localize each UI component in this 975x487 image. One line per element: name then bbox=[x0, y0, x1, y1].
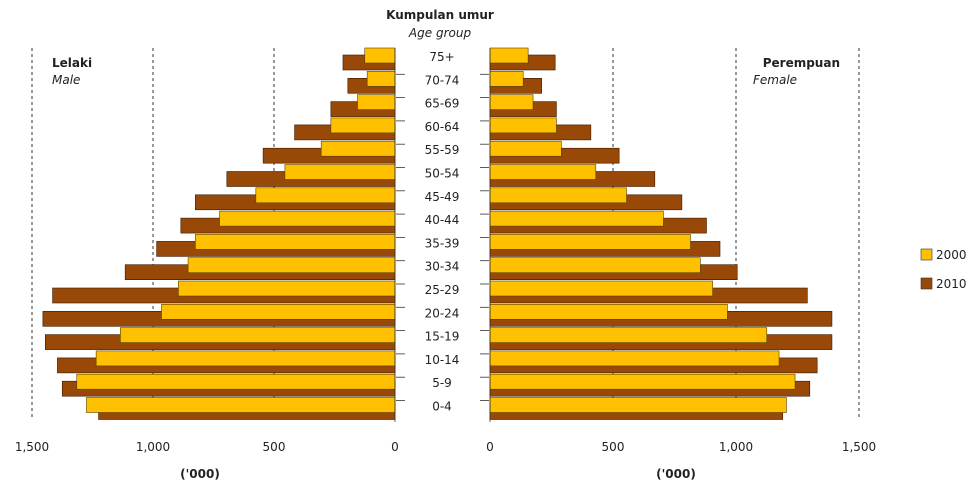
x-tick-right-1000: 1,000 bbox=[719, 440, 753, 454]
bar-female-2000-50-54 bbox=[489, 164, 597, 180]
bar-female-2000-25-29 bbox=[489, 280, 713, 297]
bar-female-2000-75+ bbox=[489, 47, 529, 64]
bar-female-2000-60-64 bbox=[489, 117, 557, 134]
bar-female-2000-40-44 bbox=[489, 210, 664, 227]
gridlines bbox=[31, 48, 860, 420]
bars bbox=[42, 47, 833, 420]
category-label-55-59: 55-59 bbox=[425, 143, 460, 157]
category-label-10-14: 10-14 bbox=[425, 353, 460, 367]
chart-title: Kumpulan umur bbox=[386, 8, 494, 22]
category-label-65-69: 65-69 bbox=[425, 97, 460, 111]
category-label-25-29: 25-29 bbox=[425, 283, 460, 297]
bar-male-2000-5-9 bbox=[76, 373, 396, 390]
bar-male-2000-10-14 bbox=[95, 350, 396, 367]
bar-female-2000-15-19 bbox=[489, 327, 768, 343]
x-tick-right-500: 500 bbox=[602, 440, 625, 454]
category-label-70-74: 70-74 bbox=[425, 73, 460, 87]
legend-label-2000: 2000 bbox=[936, 248, 967, 262]
category-label-35-39: 35-39 bbox=[425, 236, 460, 250]
x-tick-left-1000: 1,000 bbox=[136, 440, 170, 454]
female-label: Perempuan bbox=[763, 56, 840, 70]
bar-female-2000-5-9 bbox=[489, 373, 796, 390]
x-tick-right-0: 0 bbox=[486, 440, 494, 454]
bar-female-2000-10-14 bbox=[489, 350, 780, 367]
category-label-20-24: 20-24 bbox=[425, 306, 460, 320]
x-tick-right-1500: 1,500 bbox=[842, 440, 876, 454]
category-label-5-9: 5-9 bbox=[432, 376, 452, 390]
bar-male-2000-45-49 bbox=[255, 187, 396, 204]
legend-swatch-2010 bbox=[920, 277, 933, 290]
male-label-en: Male bbox=[52, 73, 80, 87]
category-label-75+: 75+ bbox=[429, 50, 454, 64]
legend-label-2010: 2010 bbox=[936, 277, 967, 291]
bar-male-2000-15-19 bbox=[120, 327, 396, 343]
legend-swatch-2000 bbox=[920, 248, 933, 261]
category-label-0-4: 0-4 bbox=[432, 400, 452, 414]
bar-female-2000-20-24 bbox=[489, 303, 728, 320]
x-axis-label-left: ('000) bbox=[180, 467, 220, 481]
category-label-45-49: 45-49 bbox=[425, 190, 460, 204]
category-label-40-44: 40-44 bbox=[425, 213, 460, 227]
bar-male-2000-30-34 bbox=[187, 257, 396, 274]
bar-male-2000-65-69 bbox=[357, 94, 396, 110]
bar-female-2000-45-49 bbox=[489, 187, 627, 204]
axes: 75+ 70-74 65-69 60-64 55-59 50-54 45-49 40-44 35… bbox=[15, 48, 876, 454]
bar-male-2000-50-54 bbox=[284, 164, 396, 180]
bar-male-2000-20-24 bbox=[161, 303, 396, 320]
bar-male-2000-0-4 bbox=[86, 397, 396, 413]
legend: 2000 2010 bbox=[920, 248, 967, 291]
category-label-15-19: 15-19 bbox=[425, 330, 460, 344]
bar-male-2000-40-44 bbox=[219, 210, 396, 227]
category-label-50-54: 50-54 bbox=[425, 167, 460, 181]
bar-female-2000-55-59 bbox=[489, 140, 562, 157]
category-label-60-64: 60-64 bbox=[425, 120, 460, 134]
bar-male-2000-35-39 bbox=[195, 234, 396, 250]
bar-female-2000-35-39 bbox=[489, 234, 691, 250]
bar-female-2000-65-69 bbox=[489, 94, 534, 110]
bar-female-2000-70-74 bbox=[489, 71, 524, 87]
bar-male-2000-55-59 bbox=[320, 140, 396, 157]
bar-female-2000-30-34 bbox=[489, 257, 701, 274]
female-label-en: Female bbox=[753, 73, 797, 87]
x-tick-left-1500: 1,500 bbox=[15, 440, 49, 454]
x-axis-label-right: ('000) bbox=[656, 467, 696, 481]
bar-male-2000-60-64 bbox=[330, 117, 396, 134]
category-label-30-34: 30-34 bbox=[425, 260, 460, 274]
chart-subtitle: Age group bbox=[408, 26, 472, 40]
x-tick-left-0: 0 bbox=[391, 440, 399, 454]
x-tick-left-500: 500 bbox=[263, 440, 286, 454]
bar-male-2000-75+ bbox=[364, 47, 396, 64]
male-label: Lelaki bbox=[52, 56, 92, 70]
bar-male-2000-70-74 bbox=[366, 71, 396, 87]
bar-female-2000-0-4 bbox=[489, 397, 787, 413]
bar-male-2000-25-29 bbox=[178, 280, 396, 297]
